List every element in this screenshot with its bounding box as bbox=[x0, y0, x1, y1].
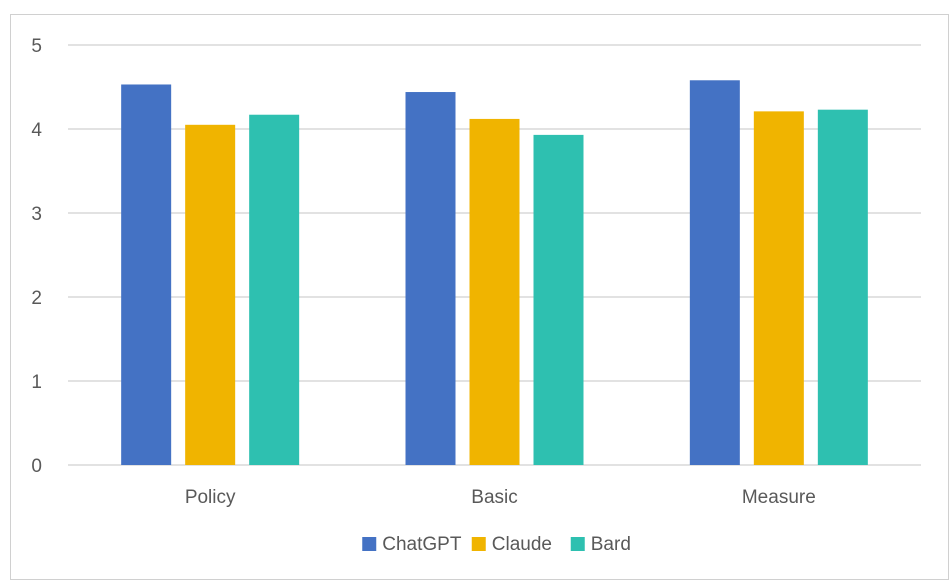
legend-label: Bard bbox=[591, 534, 631, 555]
x-axis-ticks: Policy Basic Measure bbox=[185, 487, 816, 508]
bar-bard-policy bbox=[249, 114, 300, 465]
legend-item-claude: Claude bbox=[471, 534, 552, 555]
bar-claude-measure bbox=[753, 111, 804, 466]
bar-claude-policy bbox=[185, 124, 236, 466]
legend-label: ChatGPT bbox=[382, 534, 462, 555]
legend-label: Claude bbox=[492, 534, 552, 555]
bar-chatgpt-policy bbox=[121, 84, 172, 465]
bars bbox=[121, 80, 868, 466]
y-tick-label: 0 bbox=[31, 456, 42, 477]
legend-swatch bbox=[570, 537, 585, 551]
bar-bard-measure bbox=[817, 109, 868, 466]
x-tick-label: Basic bbox=[471, 487, 517, 508]
y-tick-label: 4 bbox=[31, 120, 42, 141]
legend-item-bard: Bard bbox=[570, 534, 631, 555]
y-tick-label: 3 bbox=[31, 204, 42, 225]
legend-item-chatgpt: ChatGPT bbox=[362, 534, 462, 555]
legend-swatch bbox=[362, 537, 377, 551]
y-tick-label: 5 bbox=[31, 36, 42, 57]
y-axis-ticks: 0 1 2 3 4 5 bbox=[31, 36, 42, 477]
y-tick-label: 2 bbox=[31, 288, 42, 309]
bar-claude-basic bbox=[469, 118, 520, 466]
legend: ChatGPT Claude Bard bbox=[362, 534, 631, 555]
bar-chatgpt-measure bbox=[689, 80, 740, 465]
y-tick-label: 1 bbox=[31, 372, 42, 393]
legend-swatch bbox=[471, 537, 486, 551]
bar-chatgpt-basic bbox=[405, 92, 456, 465]
bar-bard-basic bbox=[533, 134, 584, 465]
x-tick-label: Policy bbox=[185, 487, 236, 508]
x-tick-label: Measure bbox=[742, 487, 816, 508]
